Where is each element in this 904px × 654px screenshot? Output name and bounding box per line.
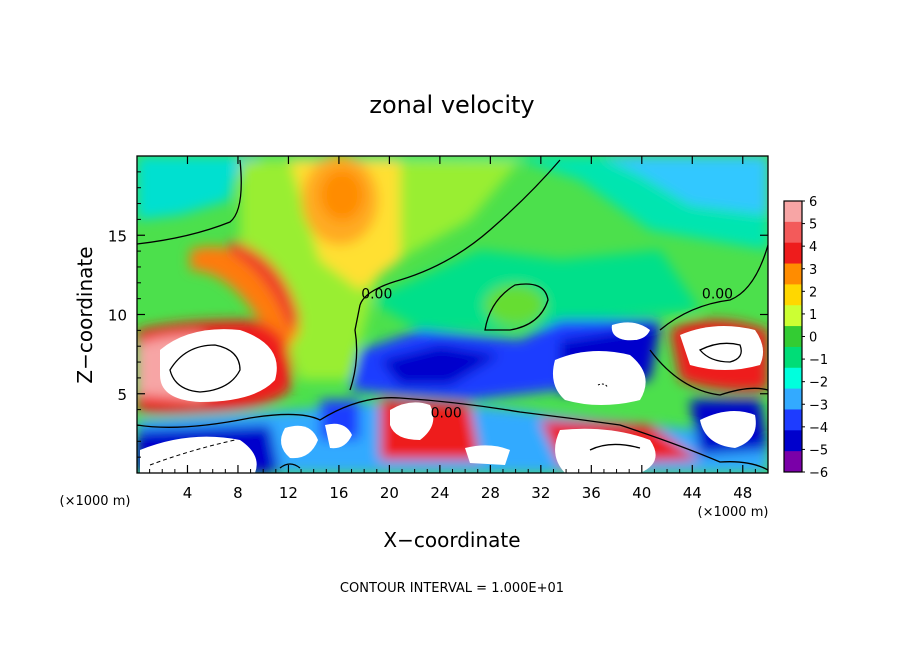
colorbar-swatch <box>784 201 802 223</box>
x-tick-label: 8 <box>233 484 243 502</box>
colorbar-label: 4 <box>809 240 817 255</box>
x-tick-label: 32 <box>531 484 550 502</box>
colorbar-swatch <box>784 367 802 390</box>
colorbar-label: 0 <box>809 331 817 346</box>
contour-label: 0.00 <box>361 287 392 303</box>
x-axis-scale-note: (×1000 m) <box>698 505 769 520</box>
colorbar-label: −4 <box>809 421 828 436</box>
contour-interval-note: CONTOUR INTERVAL = 1.000E+01 <box>340 581 564 596</box>
y-tick-label: 5 <box>117 386 127 404</box>
colorbar-swatch <box>784 346 802 369</box>
contour-label: 0.00 <box>431 406 462 422</box>
y-tick-label: 15 <box>108 227 127 245</box>
colorbar-label: 6 <box>809 195 817 210</box>
colorbar-label: −5 <box>809 443 828 458</box>
colorbar-label: −6 <box>809 466 828 481</box>
colorbar-swatch <box>784 326 802 348</box>
x-tick-label: 4 <box>183 484 193 502</box>
x-tick-label: 40 <box>632 484 651 502</box>
colorbar-swatch <box>784 305 802 327</box>
x-tick-label: 44 <box>683 484 702 502</box>
colorbar-label: 5 <box>809 218 817 233</box>
colorbar-label: −3 <box>809 398 828 413</box>
x-tick-label: 16 <box>329 484 348 502</box>
x-tick-label: 24 <box>430 484 449 502</box>
x-tick-label: 28 <box>481 484 500 502</box>
x-axis: 4 8 12 16 20 24 28 32 36 40 44 48 <box>149 156 756 502</box>
y-tick-label: 10 <box>108 307 127 325</box>
contour-label: 0.00 <box>702 287 733 303</box>
y-axis-label: Z−coordinate <box>73 246 97 383</box>
x-axis-label: X−coordinate <box>383 528 520 552</box>
colorbar-label: 2 <box>809 285 817 300</box>
colorbar-label: −1 <box>809 353 828 368</box>
colorbar-swatch <box>784 221 802 244</box>
velocity-field <box>137 156 768 473</box>
y-axis: 5 10 15 <box>108 171 768 458</box>
colorbar-swatch <box>784 409 802 431</box>
y-axis-scale-note: (×1000 m) <box>60 494 131 509</box>
colorbar-swatch <box>784 388 802 410</box>
colorbar: 6 5 4 3 2 1 0 −1 −2 −3 −4 −5 −6 <box>783 195 828 481</box>
colorbar-swatch <box>784 242 802 265</box>
colorbar-label: −2 <box>809 376 828 391</box>
colorbar-swatch <box>784 430 802 452</box>
colorbar-swatch <box>784 284 802 306</box>
x-tick-label: 36 <box>582 484 601 502</box>
colorbar-label: 1 <box>809 308 817 323</box>
x-tick-label: 20 <box>380 484 399 502</box>
colorbar-label: 3 <box>809 263 817 278</box>
colorbar-swatch <box>784 451 802 473</box>
x-tick-label: 12 <box>279 484 298 502</box>
chart-title: zonal velocity <box>369 91 534 119</box>
x-tick-label: 48 <box>733 484 752 502</box>
colorbar-swatch <box>784 263 802 285</box>
